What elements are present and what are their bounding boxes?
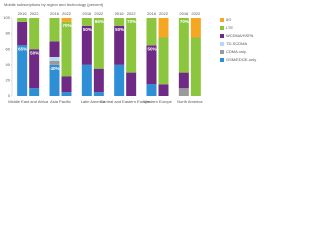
bar-segment — [190, 37, 201, 96]
x-tick-label: Central and Eastern Europe — [100, 99, 150, 104]
value-label: 40% — [51, 66, 60, 71]
legend-swatch — [220, 58, 224, 62]
period-label: 2016 — [115, 11, 125, 16]
chart-title: Mobile subscriptions by region and techn… — [4, 2, 104, 7]
bar-segment — [29, 18, 40, 50]
value-label: 70% — [127, 19, 136, 24]
y-tick-label: 20 — [6, 77, 11, 82]
chart: Mobile subscriptions by region and techn… — [3, 2, 256, 104]
bar-segment — [158, 84, 169, 96]
bar-segment — [114, 18, 125, 26]
x-tick-label: North America — [177, 99, 203, 104]
bar-segment — [93, 68, 104, 93]
bar-segment — [158, 37, 169, 85]
bar-segment — [190, 18, 201, 38]
legend-swatch — [220, 26, 224, 30]
value-label: 50% — [30, 50, 39, 55]
period-label: 2016 — [82, 11, 92, 16]
period-label: 2016 — [18, 11, 28, 16]
bar-segment — [61, 21, 72, 77]
bar-segment — [49, 64, 60, 96]
y-tick-label: 0 — [8, 93, 11, 98]
period-label: 2022 — [94, 11, 104, 16]
period-label: 2022 — [62, 11, 72, 16]
legend-label: LTE — [226, 25, 233, 30]
y-tick-label: 40 — [6, 62, 11, 67]
legend-swatch — [220, 42, 224, 46]
legend-label: CDMA only — [226, 49, 246, 54]
bar-segment — [114, 25, 125, 65]
period-label: 2022 — [30, 11, 40, 16]
bar-segment — [93, 92, 104, 96]
legend-label: GSM/EDGE-only — [226, 57, 256, 62]
value-label: 50% — [83, 27, 92, 32]
bar-segment — [114, 64, 125, 96]
value-label: 70% — [180, 19, 189, 24]
period-label: 2016 — [147, 11, 157, 16]
bar-segment — [81, 25, 92, 65]
bar-segment — [126, 18, 137, 73]
bar-segment — [146, 18, 157, 46]
period-label: 2016 — [179, 11, 189, 16]
bar-segment — [178, 88, 189, 96]
bar-segment — [61, 76, 72, 93]
bar-segment — [61, 18, 72, 22]
bar-segment — [49, 57, 60, 61]
bar-segment — [49, 60, 60, 65]
legend-label: 5G — [226, 17, 231, 22]
bar-segment — [178, 18, 189, 73]
period-label: 2022 — [191, 11, 201, 16]
bar-segment — [81, 18, 92, 26]
value-label: 65% — [95, 19, 104, 24]
legend-swatch — [220, 34, 224, 38]
value-label: 50% — [115, 27, 124, 32]
period-label: 2022 — [127, 11, 137, 16]
period-label: 2016 — [50, 11, 60, 16]
value-label: 70% — [63, 23, 72, 28]
legend-swatch — [220, 18, 224, 22]
x-tick-label: Western Europe — [143, 99, 173, 104]
bar-segment — [29, 88, 40, 96]
bar-segment — [49, 41, 60, 57]
bar-segment — [61, 92, 72, 96]
x-tick-label: Latin America — [81, 99, 106, 104]
period-label: 2022 — [159, 11, 169, 16]
y-tick-label: 80 — [6, 31, 11, 36]
legend-label: WCDMA/HSPA — [226, 33, 254, 38]
x-tick-label: Asia Pacific — [50, 99, 71, 104]
bar-segment — [17, 18, 28, 22]
bar-segment — [146, 84, 157, 96]
bar-segment — [81, 64, 92, 96]
bar-segment — [126, 72, 137, 96]
y-tick-label: 100 — [3, 15, 10, 20]
x-tick-label: Middle East and Africa — [8, 99, 49, 104]
value-label: 50% — [148, 46, 157, 51]
legend-label: TD-SCDMA — [226, 41, 247, 46]
y-tick-label: 60 — [6, 46, 11, 51]
bar-segment — [158, 18, 169, 38]
bar-segment — [17, 45, 28, 96]
bar-segment — [17, 21, 28, 46]
bar-segment — [29, 49, 40, 89]
bar-segment — [49, 18, 60, 42]
value-label: 65% — [18, 46, 27, 51]
bar-segment — [146, 45, 157, 85]
bar-segment — [178, 72, 189, 89]
bar-segment — [93, 18, 104, 69]
legend-swatch — [220, 50, 224, 54]
